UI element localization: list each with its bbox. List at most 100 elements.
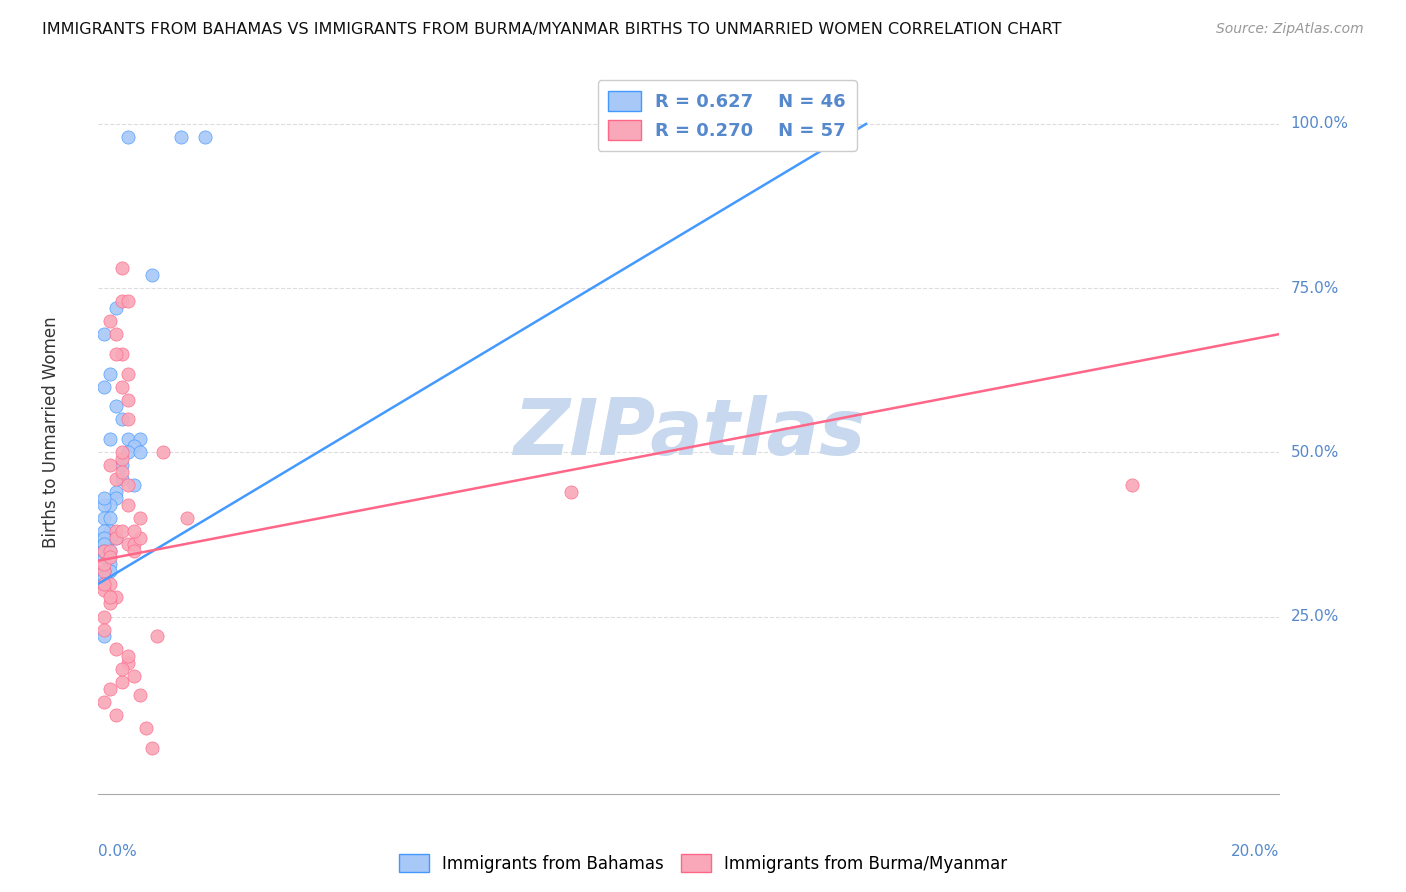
Point: [93, 379, 115, 393]
Point: [105, 484, 128, 499]
Point: [105, 491, 128, 506]
Point: [98, 557, 121, 571]
Point: [141, 740, 163, 755]
Point: [111, 472, 134, 486]
Point: [93, 550, 115, 565]
Point: [105, 524, 128, 538]
Point: [128, 445, 150, 459]
Point: [128, 689, 150, 703]
Point: [111, 662, 134, 676]
Text: 50.0%: 50.0%: [1291, 445, 1339, 459]
Point: [122, 544, 145, 558]
Point: [93, 511, 115, 525]
Point: [105, 400, 128, 414]
Point: [98, 550, 121, 565]
Point: [98, 590, 121, 604]
Point: [98, 544, 121, 558]
Point: [93, 609, 115, 624]
Point: [135, 721, 157, 735]
Point: [93, 537, 115, 551]
Point: [152, 445, 174, 459]
Point: [128, 432, 150, 446]
Point: [98, 458, 121, 473]
Point: [98, 564, 121, 578]
Text: ZIPatlas: ZIPatlas: [513, 394, 865, 471]
Point: [117, 432, 139, 446]
Text: 25.0%: 25.0%: [1291, 609, 1339, 624]
Point: [105, 531, 128, 545]
Point: [93, 564, 115, 578]
Point: [93, 583, 115, 598]
Point: [117, 478, 139, 492]
Point: [93, 498, 115, 512]
Point: [93, 629, 115, 643]
Point: [98, 511, 121, 525]
Point: [105, 327, 128, 342]
Point: [117, 367, 139, 381]
Point: [117, 445, 139, 459]
Point: [93, 537, 115, 551]
Point: [122, 537, 145, 551]
Point: [111, 347, 134, 361]
Point: [93, 623, 115, 637]
Point: [93, 544, 115, 558]
Point: [98, 524, 121, 538]
Legend: R = 0.627    N = 46, R = 0.270    N = 57: R = 0.627 N = 46, R = 0.270 N = 57: [598, 80, 856, 151]
Point: [111, 445, 134, 459]
Point: [105, 472, 128, 486]
Point: [105, 531, 128, 545]
Point: [117, 392, 139, 407]
Point: [93, 576, 115, 591]
Point: [122, 439, 145, 453]
Point: [98, 432, 121, 446]
Point: [93, 531, 115, 545]
Point: [105, 301, 128, 315]
Point: [146, 629, 169, 643]
Point: [98, 681, 121, 696]
Point: [93, 570, 115, 584]
Point: [93, 576, 115, 591]
Point: [93, 570, 115, 584]
Point: [93, 544, 115, 558]
Text: 20.0%: 20.0%: [1232, 845, 1279, 860]
Point: [111, 524, 134, 538]
Point: [105, 590, 128, 604]
Text: 100.0%: 100.0%: [1291, 117, 1348, 131]
Point: [93, 327, 115, 342]
Point: [105, 642, 128, 657]
Point: [98, 596, 121, 610]
Point: [170, 130, 193, 145]
Point: [1121, 478, 1143, 492]
Point: [93, 695, 115, 709]
Text: Source: ZipAtlas.com: Source: ZipAtlas.com: [1216, 22, 1364, 37]
Point: [117, 294, 139, 309]
Point: [98, 498, 121, 512]
Point: [111, 294, 134, 309]
Point: [122, 524, 145, 538]
Point: [111, 465, 134, 479]
Text: IMMIGRANTS FROM BAHAMAS VS IMMIGRANTS FROM BURMA/MYANMAR BIRTHS TO UNMARRIED WOM: IMMIGRANTS FROM BAHAMAS VS IMMIGRANTS FR…: [42, 22, 1062, 37]
Point: [93, 524, 115, 538]
Point: [117, 412, 139, 426]
Legend: Immigrants from Bahamas, Immigrants from Burma/Myanmar: Immigrants from Bahamas, Immigrants from…: [392, 847, 1014, 880]
Point: [128, 531, 150, 545]
Point: [98, 367, 121, 381]
Point: [117, 648, 139, 663]
Point: [128, 511, 150, 525]
Point: [98, 576, 121, 591]
Point: [93, 531, 115, 545]
Point: [111, 458, 134, 473]
Point: [194, 130, 217, 145]
Point: [98, 314, 121, 328]
Point: [111, 412, 134, 426]
Point: [117, 656, 139, 670]
Point: [98, 531, 121, 545]
Text: Births to Unmarried Women: Births to Unmarried Women: [42, 317, 60, 549]
Point: [111, 379, 134, 393]
Point: [98, 544, 121, 558]
Point: [93, 544, 115, 558]
Point: [117, 537, 139, 551]
Point: [111, 675, 134, 690]
Point: [111, 261, 134, 276]
Point: [117, 498, 139, 512]
